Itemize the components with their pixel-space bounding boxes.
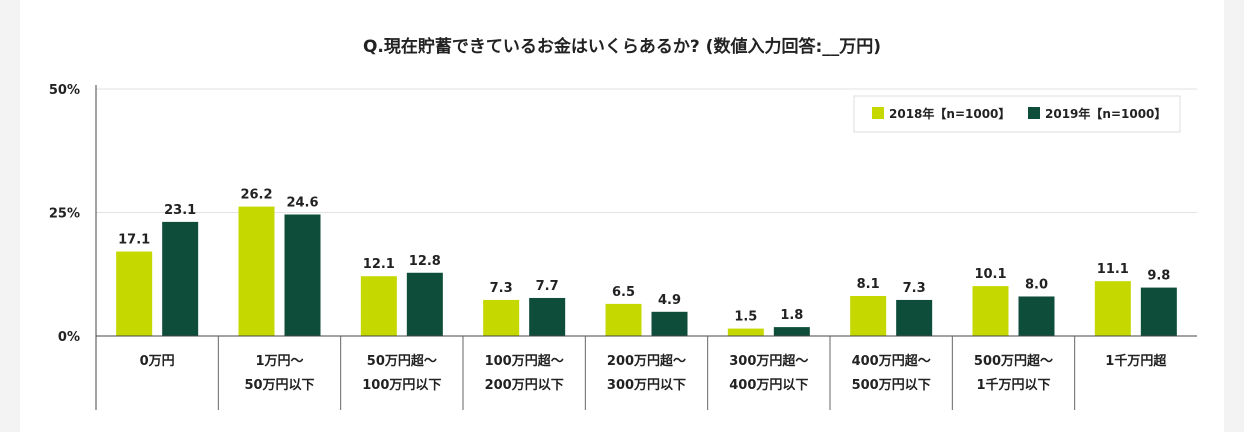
data-label: 26.2 bbox=[240, 188, 272, 203]
data-label: 9.8 bbox=[1147, 269, 1170, 284]
data-label: 12.8 bbox=[409, 254, 441, 269]
x-tick-label: 1万円～ bbox=[255, 354, 303, 369]
x-tick-label: 0万円 bbox=[140, 354, 175, 369]
x-tick-label: 200万円以下 bbox=[485, 378, 564, 393]
legend-box bbox=[853, 95, 1181, 133]
x-axis: 0万円 1万円～ 50万円以下 50万円超～ 100万円以下 100万円超～ 200万円以下… bbox=[96, 335, 1197, 410]
y-tick-label: 50% bbox=[49, 83, 80, 98]
x-tick-label: 300万円以下 bbox=[607, 378, 686, 393]
bars bbox=[116, 206, 1177, 336]
bar-series2 bbox=[896, 299, 933, 336]
bar-series1 bbox=[850, 295, 887, 336]
data-label: 7.3 bbox=[490, 281, 513, 296]
bar-series1 bbox=[116, 251, 153, 336]
y-tick-label: 25% bbox=[49, 207, 80, 222]
bar-series1 bbox=[360, 276, 397, 336]
data-label: 8.0 bbox=[1025, 277, 1048, 292]
data-label: 4.9 bbox=[658, 293, 681, 308]
x-tick-label: 200万円超～ bbox=[607, 353, 686, 369]
data-label: 10.1 bbox=[974, 267, 1006, 282]
bar-series1 bbox=[727, 328, 764, 336]
data-label: 6.5 bbox=[612, 285, 635, 300]
bar-series2 bbox=[1018, 296, 1055, 336]
bar-series1 bbox=[972, 286, 1009, 336]
bar-series1 bbox=[605, 303, 642, 336]
y-tick-label: 0% bbox=[58, 330, 80, 345]
legend: 2018年【n=1000】 2019年【n=1000】 bbox=[853, 95, 1181, 133]
bar-series2 bbox=[406, 272, 443, 336]
x-tick-label: 100万円超～ bbox=[485, 353, 564, 369]
x-tick-label: 400万円以下 bbox=[729, 378, 808, 393]
legend-label: 2018年【n=1000】 bbox=[889, 106, 1010, 121]
bar-series2 bbox=[284, 214, 321, 336]
x-tick-label: 400万円超～ bbox=[852, 353, 931, 369]
data-label: 8.1 bbox=[857, 277, 880, 292]
x-tick-label: 50万円超～ bbox=[367, 353, 437, 369]
bar-series2 bbox=[773, 327, 810, 336]
x-tick-label: 500万円以下 bbox=[852, 378, 931, 393]
data-label: 23.1 bbox=[164, 203, 196, 218]
legend-label: 2019年【n=1000】 bbox=[1045, 106, 1166, 121]
legend-swatch bbox=[872, 107, 884, 119]
x-tick-label: 500万円超～ bbox=[974, 353, 1053, 369]
bar-series2 bbox=[1140, 287, 1177, 336]
value-labels: 17.1 23.1 26.2 24.6 12.1 12.8 7.3 7.7 6.5 4.9 1.5 1… bbox=[118, 188, 1170, 325]
bar-series2 bbox=[529, 297, 566, 336]
bar-series1 bbox=[483, 299, 520, 336]
y-axis: 0% 25% 50% bbox=[49, 83, 97, 410]
grid-lines bbox=[96, 88, 1197, 213]
data-label: 7.7 bbox=[536, 279, 559, 294]
x-tick-label: 1千万円以下 bbox=[976, 377, 1050, 393]
data-label: 24.6 bbox=[286, 195, 318, 210]
data-label: 1.8 bbox=[780, 308, 803, 323]
bar-series1 bbox=[238, 206, 275, 336]
data-label: 17.1 bbox=[118, 233, 150, 248]
data-label: 12.1 bbox=[363, 257, 395, 272]
x-tick-label: 1千万円超 bbox=[1105, 353, 1167, 369]
x-tick-label: 100万円以下 bbox=[362, 378, 441, 393]
chart-panel bbox=[20, 0, 1224, 432]
legend-swatch bbox=[1028, 107, 1040, 119]
x-tick-label: 50万円以下 bbox=[244, 378, 314, 393]
x-tick-label: 300万円超～ bbox=[729, 353, 808, 369]
data-label: 7.3 bbox=[903, 281, 926, 296]
bar-series2 bbox=[162, 221, 199, 336]
bar-series1 bbox=[1094, 281, 1131, 336]
chart-title: Q.現在貯蓄できているお金はいくらあるか? (数値入力回答:__万円) bbox=[363, 36, 881, 57]
data-label: 11.1 bbox=[1097, 262, 1129, 277]
bar-series2 bbox=[651, 311, 688, 336]
data-label: 1.5 bbox=[734, 310, 757, 325]
